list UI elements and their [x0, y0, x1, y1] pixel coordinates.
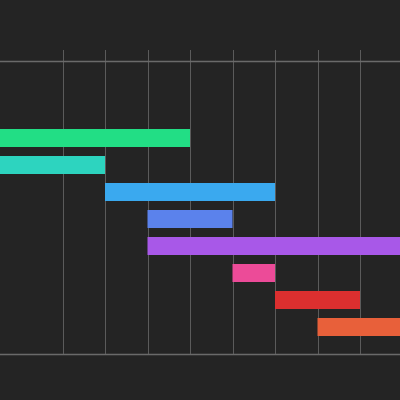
bar-7	[232, 264, 275, 282]
bar-6	[147, 237, 400, 255]
bar-9	[317, 318, 400, 336]
bar-4	[105, 183, 275, 201]
bar-2	[0, 129, 190, 147]
bar-3	[0, 156, 105, 174]
bar-5	[147, 210, 233, 228]
axis-lines	[0, 60, 400, 356]
grid-lines	[63, 50, 361, 354]
bars	[0, 129, 400, 336]
bar-8	[275, 291, 360, 309]
